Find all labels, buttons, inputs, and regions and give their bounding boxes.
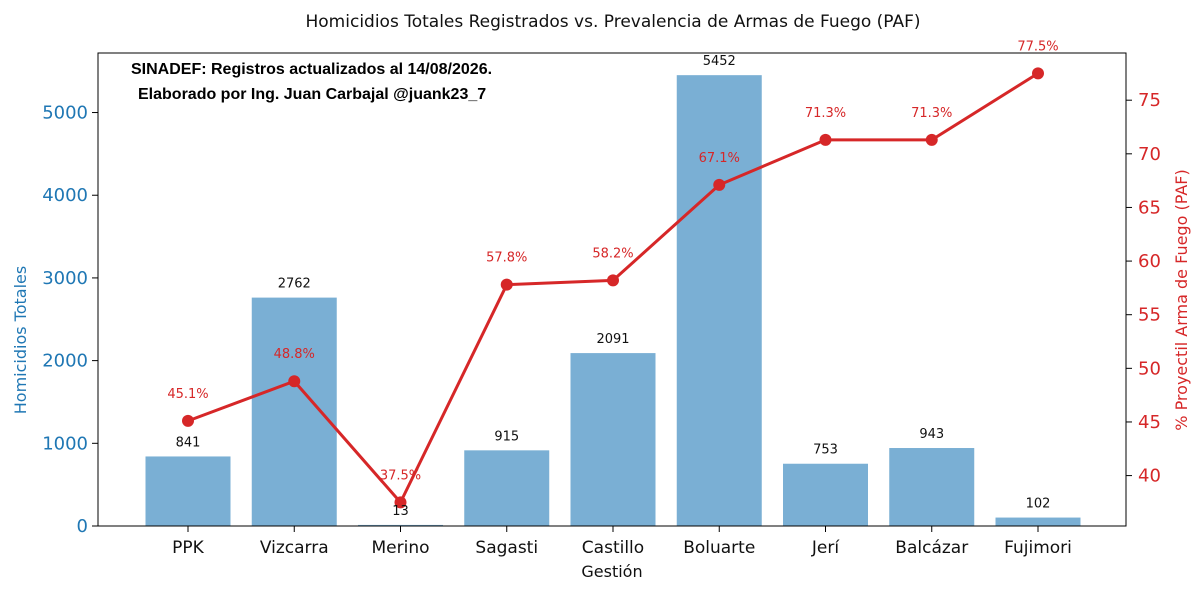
bar-ppk xyxy=(145,456,231,526)
paf-point-sagasti xyxy=(500,278,513,291)
line-layer xyxy=(182,67,1044,509)
bar-castillo xyxy=(570,353,656,526)
bar-value-label: 5452 xyxy=(703,54,736,69)
x-tick-label: PPK xyxy=(172,538,205,558)
y-axis-title-left: Homicidios Totales xyxy=(11,266,30,414)
paf-point-vizcarra xyxy=(288,375,301,388)
right-axis: 40 45 50 55 60 65 70 75 xyxy=(1126,90,1161,487)
x-axis-title: Gestión xyxy=(581,562,642,581)
annotation-line-1: SINADEF: Registros actualizados al 14/08… xyxy=(131,61,492,78)
bar-value-label: 13 xyxy=(392,504,409,519)
bar-boluarte xyxy=(676,75,762,527)
plot-frame xyxy=(97,52,1127,527)
bar-balcázar xyxy=(889,448,975,526)
paf-value-label: 71.3% xyxy=(911,106,952,121)
paf-point-merino xyxy=(394,496,407,509)
right-tick-label: 40 xyxy=(1138,466,1161,487)
paf-point-jerí xyxy=(819,133,832,146)
bar-value-label: 915 xyxy=(494,429,519,444)
paf-value-label: 45.1% xyxy=(167,387,208,402)
bar-vizcarra xyxy=(251,297,337,526)
x-tick-label: Vizcarra xyxy=(260,538,329,558)
right-tick-label: 45 xyxy=(1138,412,1161,433)
y-axis-title-right: % Proyectil Arma de Fuego (PAF) xyxy=(1172,169,1191,430)
bar-value-label: 753 xyxy=(813,443,838,458)
bar-sagasti xyxy=(464,450,550,526)
left-tick-label: 3000 xyxy=(42,268,88,289)
bar-value-label: 841 xyxy=(176,435,201,450)
right-tick-label: 75 xyxy=(1138,90,1161,111)
paf-value-label: 77.5% xyxy=(1017,39,1058,54)
bar-merino xyxy=(358,524,443,526)
x-axis: PPK Vizcarra Merino Sagasti Castillo Boluarte… xyxy=(172,526,1072,558)
bar-value-label: 943 xyxy=(919,427,944,442)
left-tick-label: 4000 xyxy=(42,185,88,206)
x-tick-label: Merino xyxy=(371,538,429,558)
left-tick-label: 2000 xyxy=(42,351,88,372)
left-tick-label: 5000 xyxy=(42,103,88,124)
right-tick-label: 55 xyxy=(1138,305,1161,326)
bar-value-label: 102 xyxy=(1026,497,1051,512)
x-tick-label: Boluarte xyxy=(683,538,755,558)
x-tick-label: Castillo xyxy=(582,538,644,558)
right-tick-label: 50 xyxy=(1138,358,1161,379)
labels-layer: 841 2762 13 915 2091 5452 753 943 102 45.1% 48.8% 3… xyxy=(167,39,1058,519)
paf-point-castillo xyxy=(607,274,619,287)
chart-title: Homicidios Totales Registrados vs. Preva… xyxy=(306,12,921,32)
left-tick-label: 0 xyxy=(77,516,88,537)
paf-point-boluarte xyxy=(713,178,726,191)
bar-value-label: 2762 xyxy=(278,277,311,292)
paf-point-fujimori xyxy=(1032,67,1044,80)
paf-value-label: 57.8% xyxy=(486,251,527,266)
paf-value-label: 58.2% xyxy=(592,246,633,261)
bars-layer xyxy=(145,75,1081,527)
bar-jerí xyxy=(783,463,868,526)
x-tick-label: Fujimori xyxy=(1004,538,1072,558)
bar-fujimori xyxy=(995,517,1081,526)
annotation-line-2: Elaborado por Ing. Juan Carbajal @juank2… xyxy=(138,86,486,103)
paf-point-balcázar xyxy=(925,133,938,146)
paf-value-label: 71.3% xyxy=(805,106,846,121)
paf-point-ppk xyxy=(182,414,194,427)
paf-value-label: 67.1% xyxy=(699,151,740,166)
paf-value-label: 48.8% xyxy=(274,347,315,362)
right-tick-label: 60 xyxy=(1138,251,1161,272)
x-tick-label: Jerí xyxy=(811,538,840,558)
x-tick-label: Balcázar xyxy=(895,538,968,558)
paf-value-label: 37.5% xyxy=(380,468,421,483)
left-tick-label: 1000 xyxy=(42,433,88,454)
right-tick-label: 65 xyxy=(1138,197,1161,218)
x-tick-label: Sagasti xyxy=(475,538,538,558)
bar-value-label: 2091 xyxy=(596,332,629,347)
left-axis: 0 1000 2000 3000 4000 5000 xyxy=(42,103,98,537)
right-tick-label: 70 xyxy=(1138,144,1161,165)
